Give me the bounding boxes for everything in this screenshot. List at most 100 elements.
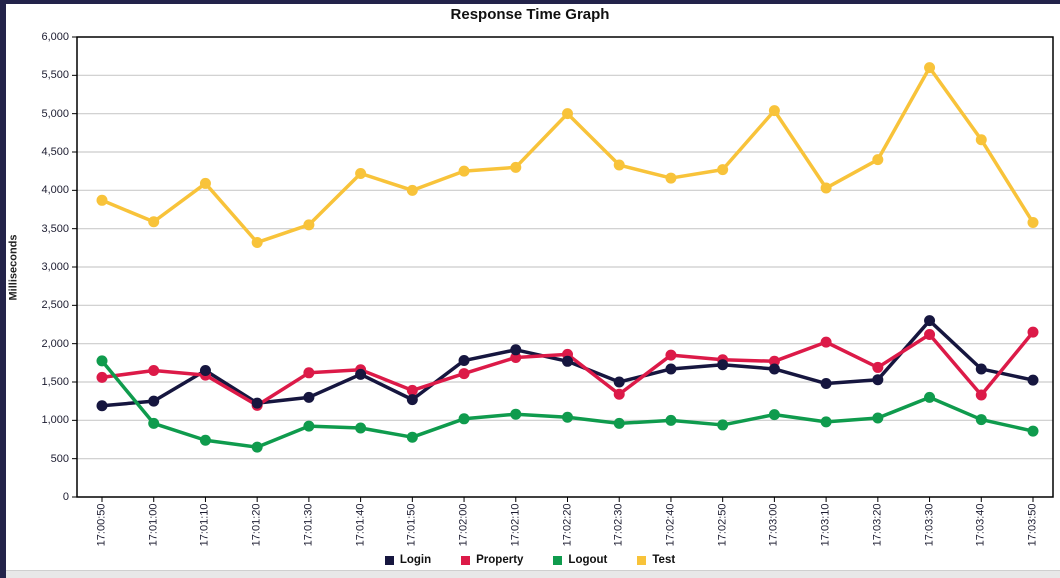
window-frame-top xyxy=(0,0,1060,4)
chart-title: Response Time Graph xyxy=(450,6,610,23)
data-point-property xyxy=(406,384,418,396)
legend-label: Logout xyxy=(568,554,608,566)
series-line-logout xyxy=(100,359,1035,449)
data-point-test xyxy=(303,219,315,231)
data-point-login xyxy=(199,365,211,376)
y-tick-label: 2,500 xyxy=(41,299,69,312)
data-point-logout xyxy=(665,414,677,426)
data-point-test xyxy=(510,161,522,173)
data-point-login xyxy=(510,344,522,356)
data-point-property xyxy=(820,336,832,348)
data-point-test xyxy=(562,108,573,120)
legend-label: Login xyxy=(399,554,432,566)
data-point-login xyxy=(820,378,832,390)
data-point-logout xyxy=(975,414,987,426)
data-point-property xyxy=(148,365,160,376)
data-point-test xyxy=(251,236,263,248)
data-point-test xyxy=(355,167,367,179)
data-point-logout xyxy=(355,422,367,434)
data-point-test xyxy=(96,194,108,206)
data-point-logout xyxy=(406,431,418,443)
data-point-property xyxy=(924,328,936,340)
legend-item-property: Property xyxy=(461,554,523,566)
data-point-login xyxy=(872,374,884,386)
data-point-logout xyxy=(562,411,573,423)
data-point-logout xyxy=(924,391,936,403)
data-point-test xyxy=(1027,217,1039,229)
data-point-logout xyxy=(717,419,729,431)
data-point-login xyxy=(406,394,418,406)
data-point-login xyxy=(924,315,936,327)
data-point-property xyxy=(768,355,780,367)
legend-swatch-login xyxy=(384,555,394,565)
data-point-test xyxy=(820,182,832,194)
data-point-login xyxy=(768,363,780,375)
data-point-test xyxy=(613,159,625,171)
data-point-login xyxy=(355,368,367,380)
data-point-test xyxy=(717,164,729,176)
legend-swatch-test xyxy=(637,555,647,565)
data-point-test xyxy=(458,165,470,177)
data-point-logout xyxy=(613,417,625,429)
window-bottom-edge xyxy=(6,570,1060,578)
data-point-logout xyxy=(303,420,315,432)
data-point-test xyxy=(975,134,987,146)
data-point-login xyxy=(975,363,987,375)
series-line-test xyxy=(100,65,1035,245)
legend-item-login: Login xyxy=(384,554,432,566)
data-point-test xyxy=(924,62,936,74)
y-tick-label: 2,000 xyxy=(41,337,69,350)
data-point-test xyxy=(406,184,418,196)
y-tick-label: 3,000 xyxy=(41,261,69,273)
data-point-logout xyxy=(1027,425,1039,437)
data-point-login xyxy=(148,395,160,407)
chart-legend: Login Property Logout Test xyxy=(0,554,1060,566)
data-point-login xyxy=(613,376,625,388)
data-point-logout xyxy=(872,412,884,424)
data-point-test xyxy=(665,172,677,184)
y-tick-label: 4,500 xyxy=(41,146,69,158)
data-point-logout xyxy=(148,417,160,429)
data-point-property xyxy=(458,368,470,380)
y-tick-label: 5,500 xyxy=(41,69,69,82)
data-point-logout xyxy=(768,409,780,421)
y-tick-label: 0 xyxy=(62,491,69,503)
data-point-property xyxy=(872,361,884,373)
y-tick-label: 5,000 xyxy=(41,107,69,120)
data-point-property xyxy=(613,388,625,400)
window-frame-left xyxy=(0,0,6,578)
data-point-logout xyxy=(458,413,470,425)
y-tick-label: 1,500 xyxy=(41,376,69,388)
data-point-login xyxy=(665,363,677,375)
data-point-property xyxy=(303,367,315,379)
data-point-test xyxy=(768,105,780,117)
y-tick-label: 3,500 xyxy=(41,222,69,235)
data-point-logout xyxy=(510,408,522,420)
data-point-property xyxy=(1027,326,1039,338)
legend-swatch-property xyxy=(461,555,471,565)
data-point-property xyxy=(510,351,522,363)
data-point-property xyxy=(665,349,677,361)
y-tick-label: 6,000 xyxy=(41,31,69,43)
legend-item-test: Test xyxy=(637,554,675,566)
data-point-logout xyxy=(251,441,263,453)
data-point-test xyxy=(872,154,884,166)
legend-label: Test xyxy=(652,554,676,566)
legend-swatch-logout xyxy=(553,555,563,565)
data-point-login xyxy=(717,359,729,371)
data-point-login xyxy=(303,391,315,403)
data-point-login xyxy=(562,355,573,367)
legend-item-logout: Logout xyxy=(553,554,607,566)
data-point-logout xyxy=(96,355,108,367)
data-point-login xyxy=(251,397,263,409)
data-point-test xyxy=(199,177,211,189)
data-point-login xyxy=(96,400,108,412)
data-point-property xyxy=(975,389,987,401)
data-point-test xyxy=(148,216,160,228)
plot-border xyxy=(76,36,1054,498)
data-point-login xyxy=(458,355,470,367)
y-tick-label: 4,000 xyxy=(41,184,69,197)
data-point-logout xyxy=(199,434,211,446)
y-tick-label: 1,000 xyxy=(41,414,69,427)
